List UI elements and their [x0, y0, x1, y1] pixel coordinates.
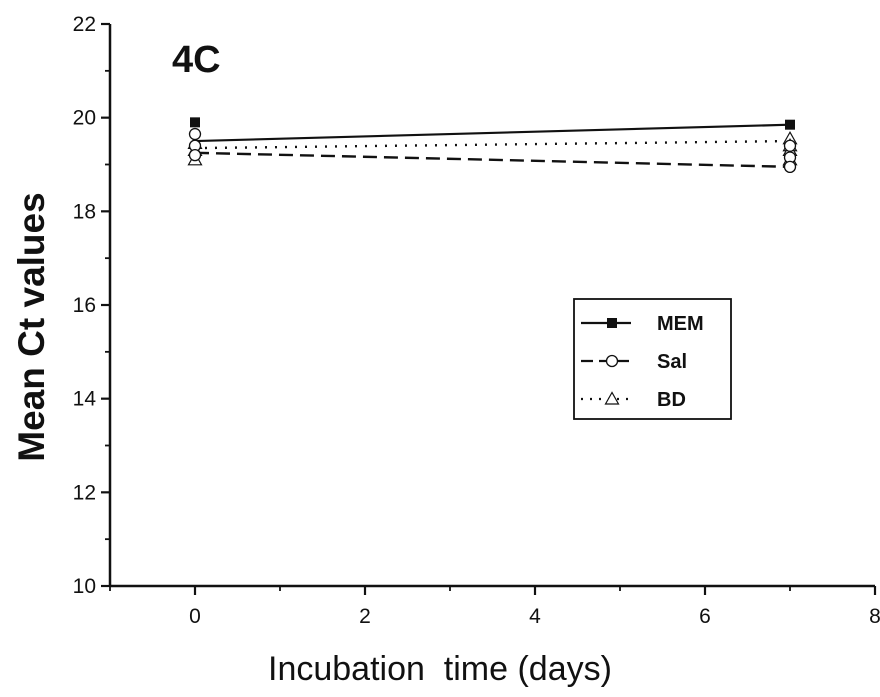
series-line-sal: [194, 151, 791, 169]
x-tick-label: 2: [359, 605, 371, 628]
axis-tick-labels: 10 12 14 16 18 20 22 0 2 4 6 8: [73, 13, 880, 628]
legend-marker-sal: [605, 354, 619, 368]
axes: [108, 24, 875, 588]
marker-mem: [190, 117, 200, 128]
legend-marker-mem: [607, 318, 617, 328]
y-axis-title: Mean Ct values: [11, 192, 52, 461]
y-tick-label: 14: [73, 388, 97, 411]
legend-label-mem: MEM: [657, 313, 704, 335]
legend-label-bd: BD: [657, 389, 686, 411]
y-tick-label: 10: [73, 575, 96, 598]
y-tick-label: 20: [73, 107, 96, 130]
y-tick-label: 12: [73, 481, 96, 504]
marker-sal: [783, 160, 797, 173]
marker-sal: [188, 148, 202, 162]
legend-box: [573, 298, 732, 420]
panel-title: 4C: [172, 39, 221, 81]
legend-marker-bd: [604, 391, 620, 405]
x-tick-label: 8: [869, 605, 880, 628]
y-tick-label: 16: [73, 294, 96, 317]
series-markers: [187, 117, 798, 173]
marker-sal: [188, 127, 202, 141]
marker-sal: [783, 139, 797, 152]
y-tick-label: 18: [73, 200, 96, 223]
axis-ticks: [101, 22, 877, 595]
x-tick-label: 4: [529, 605, 541, 628]
legend: MEM Sal BD: [573, 298, 732, 420]
x-axis-title: Incubation time (days): [268, 650, 612, 688]
legend-label-sal: Sal: [657, 351, 687, 373]
series-line-mem: [194, 123, 791, 143]
x-tick-label: 6: [699, 605, 711, 628]
series-line-bd: [194, 139, 791, 150]
y-tick-label: 22: [73, 13, 96, 36]
x-tick-label: 0: [189, 605, 201, 628]
marker-mem: [785, 119, 795, 130]
series-lines: [194, 123, 791, 169]
